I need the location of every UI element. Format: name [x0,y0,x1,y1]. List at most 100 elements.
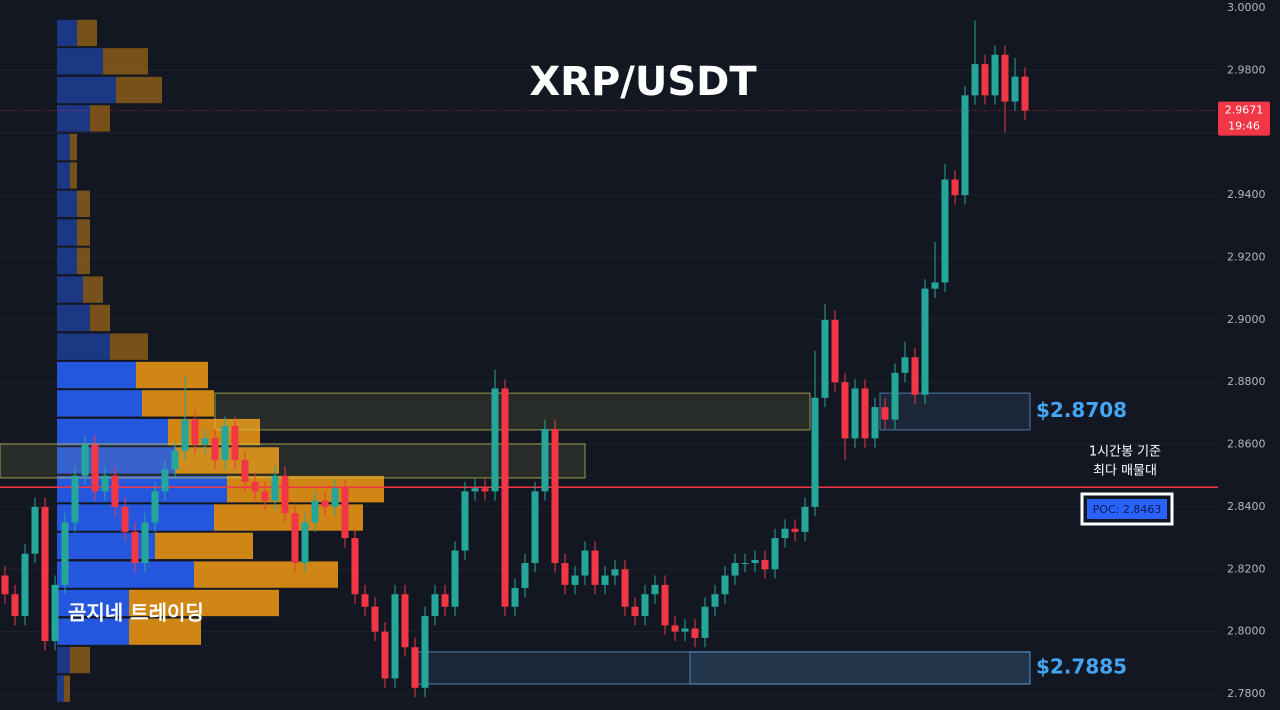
y-axis: 2.7800 2.8000 2.8200 2.8400 2.8600 2.8800 2.90… [1218,0,1280,710]
candle-body [451,550,459,607]
candle-body [291,513,299,564]
candles [1,20,1029,698]
candle-body [231,425,239,461]
profile-sell [110,333,148,360]
candle-body [601,575,609,585]
candle-body [221,425,229,461]
candle-body [871,407,879,439]
candle-body [91,444,99,492]
candle-body [611,569,619,576]
candle-body [911,357,919,395]
candle-body [551,428,559,564]
profile-sell [70,162,77,189]
profile-buy [57,247,77,275]
candle-body [101,475,109,492]
candle-body [1001,54,1009,102]
candle-body [361,594,369,607]
candle-body [521,563,529,588]
candle-body [571,575,579,585]
profile-buy [57,475,227,503]
candle-body [431,594,439,617]
y-tick-label: 2.8800 [1227,375,1266,388]
poc-frame [1080,492,1174,526]
profile-buy [57,561,194,588]
candle-body [651,584,659,595]
candle-body [161,469,169,492]
candle-body [461,491,469,551]
candle-body [891,372,899,420]
candle-body [771,538,779,570]
candle-body [401,594,409,648]
y-tick-label: 2.9800 [1227,63,1266,76]
candle-body [481,488,489,492]
y-tick-label: 2.8400 [1227,500,1266,513]
candle-body [171,450,179,470]
candle-body [671,625,679,632]
candle-body [351,538,359,595]
candle-body [721,575,729,595]
candle-body [281,475,289,514]
volume-profile [57,19,384,702]
watermark: 곰지네 트레이딩 [68,601,204,625]
candle-body [941,179,949,283]
candle-body [801,506,809,532]
candle-body [211,438,219,461]
candle-body [41,506,49,641]
y-tick-label: 2.7800 [1227,687,1266,700]
candle-body [251,481,259,492]
profile-buy [57,162,70,189]
profile-buy [57,390,142,417]
profile-buy [57,646,70,674]
candle-body [991,54,999,96]
candle-body [411,647,419,688]
candle-body [841,382,849,439]
zone [689,651,1031,685]
y-tick-label: 2.8200 [1227,562,1266,575]
candle-body [831,319,839,383]
profile-buy [57,304,90,332]
zone-label: $2.8708 [1036,398,1127,422]
poc-note: 최다 매물대 [1093,464,1157,479]
profile-sell [194,561,338,588]
candle-body [621,569,629,607]
candle-body [631,606,639,617]
y-tick-label: 2.8000 [1227,625,1266,638]
poc-label: POC: 2.8463 [1093,503,1162,516]
last-price-time: 19:46 [1228,120,1260,133]
candle-body [391,594,399,679]
candle-body [861,388,869,439]
candle-body [21,553,29,617]
profile-buy [57,190,77,218]
last-price-tag [1218,101,1270,136]
candle-body [981,64,989,96]
candle-body [61,522,69,585]
profile-sell [136,361,208,389]
profile-sell [155,532,253,560]
poc-box [1087,499,1167,519]
candle-body [701,606,709,638]
profile-buy [57,361,136,389]
candle-body [741,563,749,565]
candle-body [851,388,859,439]
profile-buy [57,48,103,75]
zone [879,392,1031,431]
profile-buy [57,76,116,104]
candle-body [301,522,309,564]
candle-body [791,528,799,532]
candle-body [531,491,539,564]
profile-sell [227,475,384,503]
profile-buy [57,675,64,702]
candle-body [561,563,569,585]
candle-body [821,319,829,398]
candle-body [1011,76,1019,102]
profile-buy [57,133,70,161]
candle-body [151,491,159,523]
profile-sell [90,105,110,132]
profile-sell [83,276,103,303]
y-tick-label: 2.9000 [1227,313,1266,326]
candle-body [751,559,759,564]
profile-sell [70,133,77,161]
profile-buy [57,276,83,303]
